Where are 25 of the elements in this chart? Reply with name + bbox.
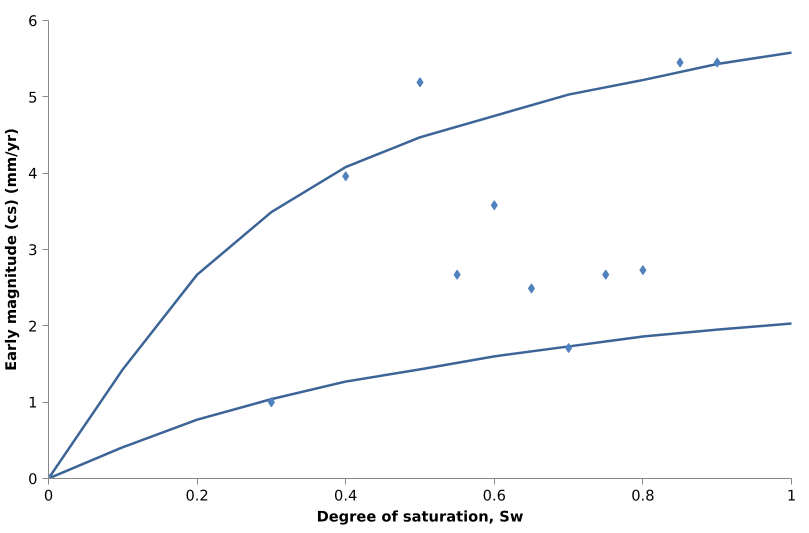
point [565, 342, 572, 353]
y-tick-label: 1 [28, 394, 38, 412]
point [676, 57, 684, 68]
y-tick-label: 6 [28, 13, 38, 30]
y-tick-label: 4 [28, 166, 38, 183]
x-tick-label: 1 [786, 488, 796, 504]
x-tick-label: 0.2 [185, 488, 209, 504]
x-tick-label: 0.6 [482, 488, 506, 504]
x-tick-label: 0.8 [631, 488, 655, 504]
y-tick-label: 3 [28, 242, 38, 259]
y-tick-label: 5 [28, 89, 38, 106]
y-tick-label: 0 [28, 471, 38, 488]
y-axis-title: Early magnitude (cs) (mm/yr) [3, 128, 20, 371]
point [528, 283, 535, 294]
x-axis-title: Degree of saturation, Sw [316, 508, 524, 526]
point [714, 57, 721, 68]
point [342, 171, 350, 182]
point [639, 265, 646, 276]
point [268, 397, 275, 408]
y-tick-label: 2 [28, 318, 38, 336]
point [490, 200, 498, 210]
x-tick-label: 0 [44, 488, 54, 504]
point [454, 270, 461, 280]
point [602, 270, 610, 280]
x-tick-label: 0.4 [334, 488, 358, 504]
